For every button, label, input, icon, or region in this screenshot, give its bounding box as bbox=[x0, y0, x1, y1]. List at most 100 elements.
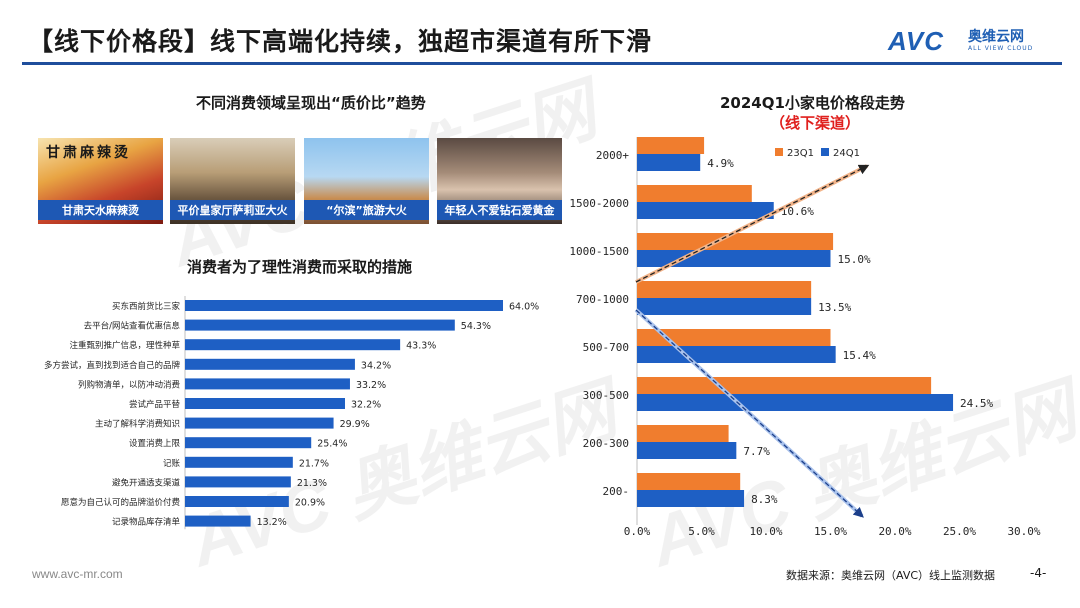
logo: AVC 奥维云网 ALL VIEW CLOUD bbox=[888, 26, 1058, 56]
category-label: 愿意为自己认可的品牌溢价付费 bbox=[61, 497, 181, 508]
x-tick-label: 20.0% bbox=[878, 525, 911, 538]
bar-24Q1 bbox=[637, 346, 836, 363]
photo-caption: 甘肃天水麻辣烫 bbox=[38, 200, 163, 220]
bar-23Q1 bbox=[637, 137, 705, 154]
bar-23Q1 bbox=[637, 281, 812, 298]
footer-source: 数据来源：奥维云网（AVC）线上监测数据 bbox=[786, 569, 996, 582]
bar bbox=[185, 319, 455, 331]
upward-trend-arrow bbox=[635, 164, 870, 283]
bar-24Q1 bbox=[637, 490, 745, 507]
category-label: 1000-1500 bbox=[569, 245, 629, 258]
x-tick-label: 25.0% bbox=[943, 525, 976, 538]
bar bbox=[185, 496, 289, 507]
bar-23Q1 bbox=[637, 425, 729, 442]
value-label: 7.7% bbox=[743, 445, 770, 458]
value-label: 32.2% bbox=[351, 400, 381, 411]
value-label: 64.0% bbox=[509, 302, 539, 313]
category-label: 多方尝试，直到找到适合自己的品牌 bbox=[44, 360, 181, 371]
value-label: 4.9% bbox=[707, 157, 734, 170]
category-label: 1500-2000 bbox=[569, 197, 629, 210]
bar bbox=[185, 417, 334, 429]
bar-23Q1 bbox=[637, 377, 932, 394]
bar bbox=[185, 300, 503, 311]
category-label: 设置消费上限 bbox=[129, 438, 181, 449]
value-label: 13.5% bbox=[818, 301, 851, 314]
bar-24Q1 bbox=[637, 250, 831, 267]
bar-23Q1 bbox=[637, 473, 741, 490]
category-label: 记录物品库存清单 bbox=[112, 517, 181, 528]
photo-caption: 平价皇家厅萨莉亚大火 bbox=[170, 200, 295, 220]
photo-saizeriya: 平价皇家厅萨莉亚大火 bbox=[170, 138, 295, 224]
x-tick-label: 5.0% bbox=[688, 525, 715, 538]
value-label: 54.3% bbox=[461, 321, 491, 332]
left-panel-title: 不同消费领域呈现出“质价比”趋势 bbox=[196, 94, 426, 112]
value-label: 20.9% bbox=[295, 498, 325, 509]
category-label: 买东西前货比三家 bbox=[112, 301, 181, 312]
value-label: 24.5% bbox=[960, 397, 993, 410]
photo-gold: 年轻人不爱钻石爱黄金 bbox=[437, 138, 562, 224]
bar bbox=[185, 378, 350, 390]
bar-23Q1 bbox=[637, 233, 834, 250]
bar-24Q1 bbox=[637, 202, 774, 219]
photo-caption: “尔滨”旅游大火 bbox=[304, 200, 429, 220]
category-label: 注重甄别推广信息，理性种草 bbox=[69, 340, 180, 351]
category-label: 200- bbox=[603, 485, 630, 498]
left-chart-title: 消费者为了理性消费而采取的措施 bbox=[187, 258, 413, 276]
x-tick-label: 10.0% bbox=[749, 525, 782, 538]
photo-sign-text: 甘肃麻辣烫 bbox=[46, 145, 131, 161]
bar bbox=[185, 358, 355, 370]
x-tick-label: 30.0% bbox=[1007, 525, 1040, 538]
category-label: 尝试产品平替 bbox=[129, 399, 181, 410]
footer-url: www.avc-mr.com bbox=[32, 567, 123, 581]
category-label: 2000+ bbox=[596, 149, 629, 162]
logo-en: ALL VIEW CLOUD bbox=[968, 45, 1034, 52]
value-label: 21.7% bbox=[299, 458, 329, 469]
photo-harbin: “尔滨”旅游大火 bbox=[304, 138, 429, 224]
value-label: 10.6% bbox=[781, 205, 814, 218]
page-number: -4- bbox=[1030, 566, 1047, 580]
page-title: 【线下价格段】线下高端化持续，独超市渠道有所下滑 bbox=[28, 27, 653, 56]
bar bbox=[185, 515, 251, 527]
legend-swatch bbox=[821, 148, 829, 156]
downward-trend-arrow bbox=[635, 309, 864, 518]
value-label: 13.2% bbox=[257, 517, 287, 528]
category-label: 去平台/网站查看优惠信息 bbox=[84, 321, 181, 332]
category-label: 700-1000 bbox=[576, 293, 629, 306]
logo-cn: 奥维云网 bbox=[968, 29, 1024, 45]
x-tick-label: 15.0% bbox=[814, 525, 847, 538]
x-tick-label: 0.0% bbox=[624, 525, 651, 538]
title-divider bbox=[22, 62, 1062, 65]
bar bbox=[185, 437, 312, 449]
category-label: 500-700 bbox=[583, 341, 629, 354]
category-label: 300-500 bbox=[583, 389, 629, 402]
bar bbox=[185, 456, 293, 468]
value-label: 29.9% bbox=[340, 419, 370, 430]
value-label: 43.3% bbox=[406, 341, 436, 352]
value-label: 33.2% bbox=[356, 380, 386, 391]
category-label: 列购物清单，以防冲动消费 bbox=[78, 379, 181, 390]
bar bbox=[185, 476, 291, 488]
photo-malatang: 甘肃麻辣烫 甘肃天水麻辣烫 bbox=[38, 138, 163, 224]
bar-23Q1 bbox=[637, 185, 752, 202]
legend-label: 23Q1 bbox=[787, 148, 814, 159]
value-label: 8.3% bbox=[751, 493, 778, 506]
legend-swatch bbox=[775, 148, 783, 156]
category-label: 记账 bbox=[163, 459, 181, 469]
logo-mark: AVC bbox=[888, 26, 944, 56]
category-label: 200-300 bbox=[583, 437, 629, 450]
value-label: 21.3% bbox=[297, 478, 327, 489]
bar-24Q1 bbox=[637, 298, 812, 315]
photo-caption: 年轻人不爱钻石爱黄金 bbox=[437, 200, 562, 220]
value-label: 15.0% bbox=[838, 253, 871, 266]
value-label: 25.4% bbox=[317, 439, 347, 450]
value-label: 34.2% bbox=[361, 360, 391, 371]
bar bbox=[185, 339, 401, 351]
value-label: 15.4% bbox=[843, 349, 876, 362]
category-label: 避免开通透支渠道 bbox=[112, 477, 181, 488]
bar-24Q1 bbox=[637, 154, 701, 171]
category-label: 主动了解科学消费知识 bbox=[95, 419, 180, 430]
bar-24Q1 bbox=[637, 394, 954, 411]
bar bbox=[185, 398, 345, 409]
